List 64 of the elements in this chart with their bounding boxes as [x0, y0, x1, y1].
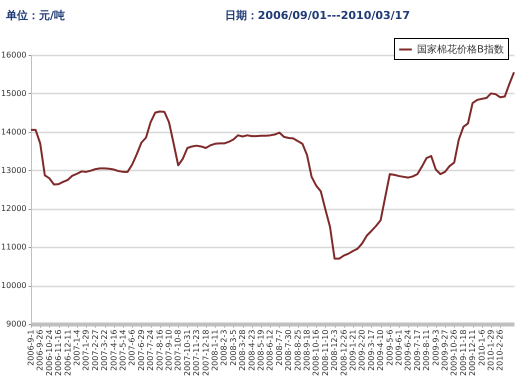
x-tick-label: 2007-6-6 — [128, 330, 137, 366]
x-tick-label: 2008-3-5 — [228, 330, 238, 366]
x-tick-label: 2008-1-11 — [210, 330, 220, 371]
x-tick-label: 2009-6-24 — [404, 330, 413, 371]
x-tick-label: 2008-4-23 — [247, 330, 256, 371]
x-tick-label: 2009-1-21 — [348, 330, 358, 371]
x-tick-label: 2007-12-18 — [201, 330, 210, 376]
y-tick-label: 15000 — [1, 88, 26, 98]
x-tick-label: 2007-11-23 — [192, 330, 202, 376]
x-tick-label: 2008-6-12 — [266, 330, 275, 371]
x-tick-label: 2008-11-10 — [320, 330, 330, 376]
x-tick-label: 2007-1-29 — [82, 330, 91, 371]
x-tick-label: 2008-5-19 — [256, 330, 266, 371]
x-tick-label: 2007-10-8 — [174, 330, 183, 371]
x-tick-label: 2009-10-26 — [450, 330, 459, 376]
line-series — [30, 71, 515, 260]
x-tick-label: 2008-10-16 — [312, 330, 321, 376]
text: 单位：元/吨 — [6, 8, 66, 23]
y-tick-label: 11000 — [1, 242, 26, 252]
text: 日期：2006/09/01---2010/03/17 — [224, 8, 410, 23]
x-tick-label: 2008-7-30 — [284, 330, 294, 371]
x-tick-label: 2009-9-3 — [431, 330, 440, 366]
x-tick-label: 2006-11-16 — [54, 330, 64, 376]
x-tick-label: 2009-11-18 — [458, 330, 468, 376]
x-tick-label: 2007-6-29 — [136, 330, 146, 371]
x-tick-label: 2008-3-28 — [238, 330, 248, 371]
x-tick-label: 2008-9-18 — [302, 330, 312, 371]
x-tick-label: 2009-5-6 — [385, 330, 394, 366]
x-tick-label: 2007-2-27 — [90, 330, 100, 371]
x-tick-label: 2008-7-7 — [274, 330, 284, 366]
x-tick-label: 2009-12-11 — [468, 330, 478, 376]
y-tick-label: 13000 — [1, 166, 26, 175]
x-tick-label: 2007-9-10 — [164, 330, 174, 371]
x-tick-label: 2007-5-14 — [118, 330, 128, 371]
x-tick-label: 2007-4-16 — [109, 330, 118, 371]
x-tick-label: 2008-12-3 — [330, 330, 340, 371]
y-tick-label: 16000 — [1, 50, 26, 60]
x-tick-label: 2008-8-25 — [293, 330, 302, 371]
x-tick-label: 2006-12-11 — [63, 330, 72, 376]
y-tick-label: 14000 — [1, 127, 26, 136]
x-tick-label: 2010-1-6 — [477, 330, 486, 366]
y-tick-label: 9000 — [6, 320, 26, 328]
x-tick-label: 2006-9-26 — [36, 330, 45, 371]
x-tick-label: 2007-3-22 — [100, 330, 110, 371]
y-tick-label: 10000 — [1, 281, 26, 290]
x-tick-label: 2008-12-26 — [339, 330, 348, 376]
x-tick-label: 2010-2-26 — [496, 330, 505, 371]
x-tick-label: 2009-4-10 — [376, 330, 386, 371]
x-tick-label: 2006-10-24 — [44, 330, 54, 376]
x-tick-label: 2009-7-17 — [412, 330, 422, 371]
x-tick-label: 2008-2-3 — [220, 330, 229, 366]
x-tick-label: 2006-9-1 — [26, 330, 36, 366]
x-tick-label: 2007-1-4 — [72, 330, 82, 366]
y-tick-label: 12000 — [1, 204, 26, 214]
x-tick-label: 2007-8-16 — [155, 330, 164, 371]
x-tick-label: 2009-6-1 — [394, 330, 404, 366]
x-tick-label: 2010-1-29 — [486, 330, 496, 371]
x-tick-label: 2009-8-11 — [422, 330, 432, 371]
x-tick-label: 2009-9-27 — [440, 330, 450, 371]
x-tick-label: 2007-7-24 — [146, 330, 156, 371]
legend-label: 国家棉花价格B指数 — [417, 44, 504, 56]
x-tick-label: 2009-2-20 — [358, 330, 367, 371]
x-tick-label: 2007-10-31 — [182, 330, 192, 376]
x-tick-label: 2009-3-17 — [366, 330, 376, 371]
